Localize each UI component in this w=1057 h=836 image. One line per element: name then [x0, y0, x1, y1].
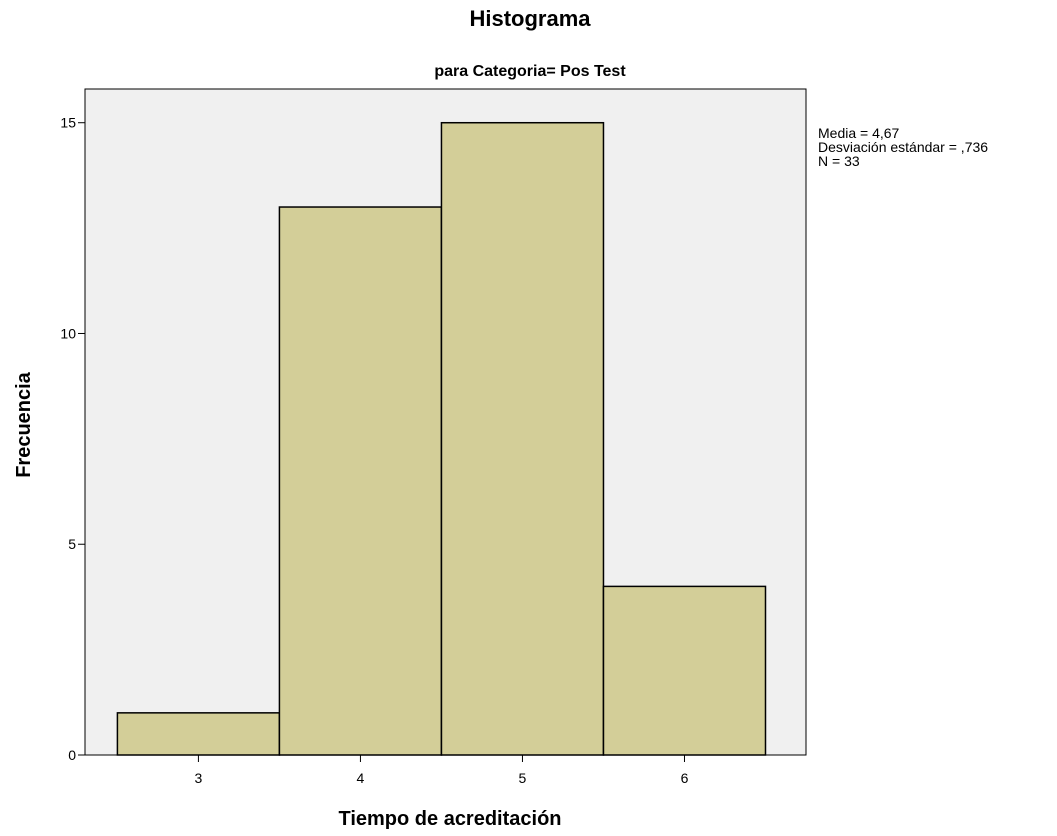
y-tick-label: 0: [68, 747, 76, 763]
y-tick-label: 5: [68, 536, 76, 552]
x-tick-label: 5: [519, 770, 527, 786]
y-tick-label: 10: [60, 325, 76, 341]
x-axis-title: Tiempo de acreditación: [338, 808, 561, 830]
histogram-bar-5: [440, 121, 605, 756]
x-tick-label: 6: [681, 770, 689, 786]
chart-subtitle: para Categoria= Pos Test: [434, 63, 626, 80]
chart-title: Histograma: [469, 6, 591, 31]
histogram-bar-6: [602, 585, 767, 756]
y-tick-label: 15: [60, 115, 76, 131]
stat-mean: Media = 4,67: [818, 125, 900, 141]
histogram-bar-4: [278, 206, 443, 756]
x-tick-label: 3: [195, 770, 203, 786]
x-tick-label: 4: [357, 770, 365, 786]
statistics-box: Media = 4,67 Desviación estándar = ,736 …: [818, 125, 988, 169]
y-axis-title: Frecuencia: [13, 371, 35, 477]
stat-n: N = 33: [818, 153, 860, 169]
histogram-bar-3: [116, 712, 281, 756]
stat-std-dev: Desviación estándar = ,736: [818, 139, 988, 155]
